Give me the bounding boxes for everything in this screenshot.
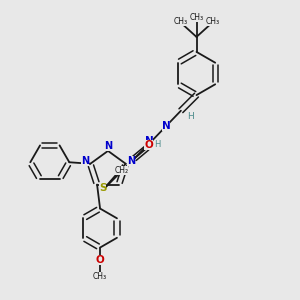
Text: N: N <box>145 136 154 146</box>
Text: CH₃: CH₃ <box>206 17 220 26</box>
Text: O: O <box>96 255 104 266</box>
Text: N: N <box>161 121 170 131</box>
Text: CH₂: CH₂ <box>114 167 128 176</box>
Text: CH₃: CH₃ <box>93 272 107 281</box>
Text: N: N <box>127 156 135 167</box>
Text: H: H <box>154 140 161 149</box>
Text: N: N <box>81 156 89 167</box>
Text: CH₃: CH₃ <box>173 17 188 26</box>
Text: S: S <box>99 183 106 194</box>
Text: CH₃: CH₃ <box>189 13 204 22</box>
Text: O: O <box>144 140 153 151</box>
Text: N: N <box>104 141 112 152</box>
Text: H: H <box>188 112 194 121</box>
